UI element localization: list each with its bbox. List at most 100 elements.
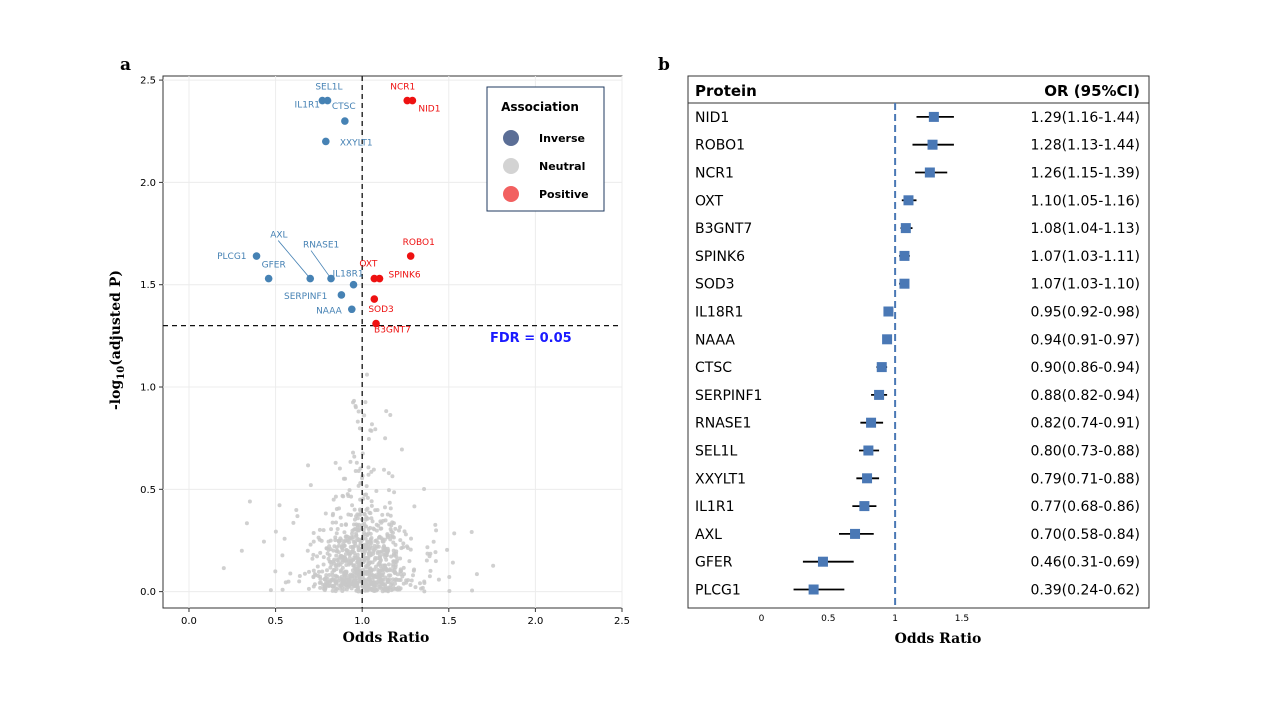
neutral-point xyxy=(375,587,380,592)
protein-name: IL1R1 xyxy=(695,499,734,515)
neutral-point xyxy=(346,585,351,590)
neutral-point xyxy=(334,579,339,584)
neutral-point xyxy=(341,494,346,499)
legend-positive-label: Positive xyxy=(539,188,589,201)
label-b3gnt7: B3GNT7 xyxy=(374,326,411,336)
protein-name: NID1 xyxy=(695,110,729,126)
neutral-point xyxy=(326,556,331,561)
neutral-point xyxy=(363,400,368,405)
point-ctsc xyxy=(341,117,349,125)
neutral-point xyxy=(369,469,374,474)
neutral-point xyxy=(379,520,384,525)
volcano-y-ticks: 0.0 0.5 1.0 1.5 2.0 2.5 xyxy=(140,76,163,598)
neutral-point xyxy=(364,372,369,377)
neutral-point xyxy=(283,580,288,585)
forest-row-ctsc: CTSC 0.90(0.86-0.94) xyxy=(695,360,1140,376)
neutral-point xyxy=(326,539,331,544)
neutral-point xyxy=(321,555,326,560)
neutral-point xyxy=(377,553,382,558)
neutral-point xyxy=(428,568,433,573)
label-sel1l: SEL1L xyxy=(315,83,342,93)
neutral-point xyxy=(329,527,334,532)
neutral-point xyxy=(351,400,356,405)
neutral-point xyxy=(348,459,353,464)
label-sod3: SOD3 xyxy=(368,305,393,315)
label-nid1: NID1 xyxy=(418,105,440,115)
or-marker xyxy=(876,362,887,373)
legend-neutral-marker xyxy=(503,158,519,174)
neutral-point xyxy=(330,573,335,578)
forest-rows: NID1 1.29(1.16-1.44) ROBO1 1.28(1.13-1.44) N… xyxy=(695,110,1140,599)
neutral-point xyxy=(333,494,338,499)
neutral-point xyxy=(326,583,331,588)
neutral-point xyxy=(381,577,386,582)
neutral-point xyxy=(349,586,354,591)
neutral-point xyxy=(388,537,393,542)
forest-row-sel1l: SEL1L 0.80(0.73-0.88) xyxy=(695,444,1140,460)
point-ncr1 xyxy=(403,96,412,105)
neutral-point xyxy=(347,537,352,542)
neutral-point xyxy=(347,555,352,560)
or-marker xyxy=(883,306,894,317)
neutral-point xyxy=(380,512,385,517)
neutral-point xyxy=(339,523,344,528)
neutral-point xyxy=(337,466,342,471)
neutral-point xyxy=(386,573,391,578)
protein-name: OXT xyxy=(695,193,723,209)
neutral-point xyxy=(357,512,362,517)
neutral-point xyxy=(450,560,455,565)
neutral-point xyxy=(366,472,371,477)
or-marker xyxy=(862,473,873,484)
neutral-point xyxy=(306,586,311,591)
neutral-point xyxy=(362,413,367,418)
y-label-main: -log xyxy=(108,380,124,410)
neutral-point xyxy=(381,548,386,553)
neutral-point xyxy=(354,522,359,527)
neutral-point xyxy=(469,529,474,534)
forest-row-axl: AXL 0.70(0.58-0.84) xyxy=(695,527,1140,543)
protein-name: SEL1L xyxy=(695,444,737,460)
neutral-point xyxy=(380,582,385,587)
protein-name: IL18R1 xyxy=(695,305,743,321)
point-sel1l xyxy=(318,96,327,105)
neutral-point xyxy=(261,539,266,544)
neutral-point xyxy=(333,589,338,594)
neutral-point xyxy=(358,561,363,566)
or-marker xyxy=(863,445,874,456)
neutral-point xyxy=(333,538,338,543)
neutral-point xyxy=(356,588,361,593)
neutral-point xyxy=(341,476,346,481)
neutral-point xyxy=(374,489,379,494)
label-plcg1: PLCG1 xyxy=(217,252,246,262)
forest-x-tick-label: 1.5 xyxy=(955,614,969,624)
neutral-point xyxy=(325,551,330,556)
panel-a-label: a xyxy=(120,55,131,75)
or-ci-text: 1.10(1.05-1.16) xyxy=(1031,193,1141,209)
neutral-point xyxy=(398,586,403,591)
fdr-label: FDR = 0.05 xyxy=(490,331,572,346)
neutral-point xyxy=(335,548,340,553)
forest-row-ncr1: NCR1 1.26(1.15-1.39) xyxy=(695,166,1140,182)
neutral-point xyxy=(373,539,378,544)
or-marker xyxy=(899,250,910,261)
or-ci-text: 0.77(0.68-0.86) xyxy=(1031,499,1141,515)
neutral-point xyxy=(308,542,313,547)
neutral-point xyxy=(399,447,404,452)
forest-row-plcg1: PLCG1 0.39(0.24-0.62) xyxy=(695,583,1140,599)
or-marker xyxy=(850,528,861,539)
neutral-point xyxy=(306,463,311,468)
or-ci-text: 0.39(0.24-0.62) xyxy=(1031,583,1141,599)
neutral-point xyxy=(364,492,369,497)
point-xxylt1 xyxy=(322,137,330,146)
neutral-point xyxy=(366,465,371,470)
neutral-point xyxy=(357,507,362,512)
x-tick-label: 0.0 xyxy=(181,616,197,627)
neutral-point xyxy=(347,552,352,557)
neutral-point xyxy=(365,516,370,521)
volcano-gridlines xyxy=(163,76,623,608)
neutral-point xyxy=(333,573,338,578)
neutral-point xyxy=(409,536,414,541)
neutral-point xyxy=(352,527,357,532)
legend-inverse-marker xyxy=(503,130,519,146)
x-tick-label: 0.5 xyxy=(268,616,284,627)
